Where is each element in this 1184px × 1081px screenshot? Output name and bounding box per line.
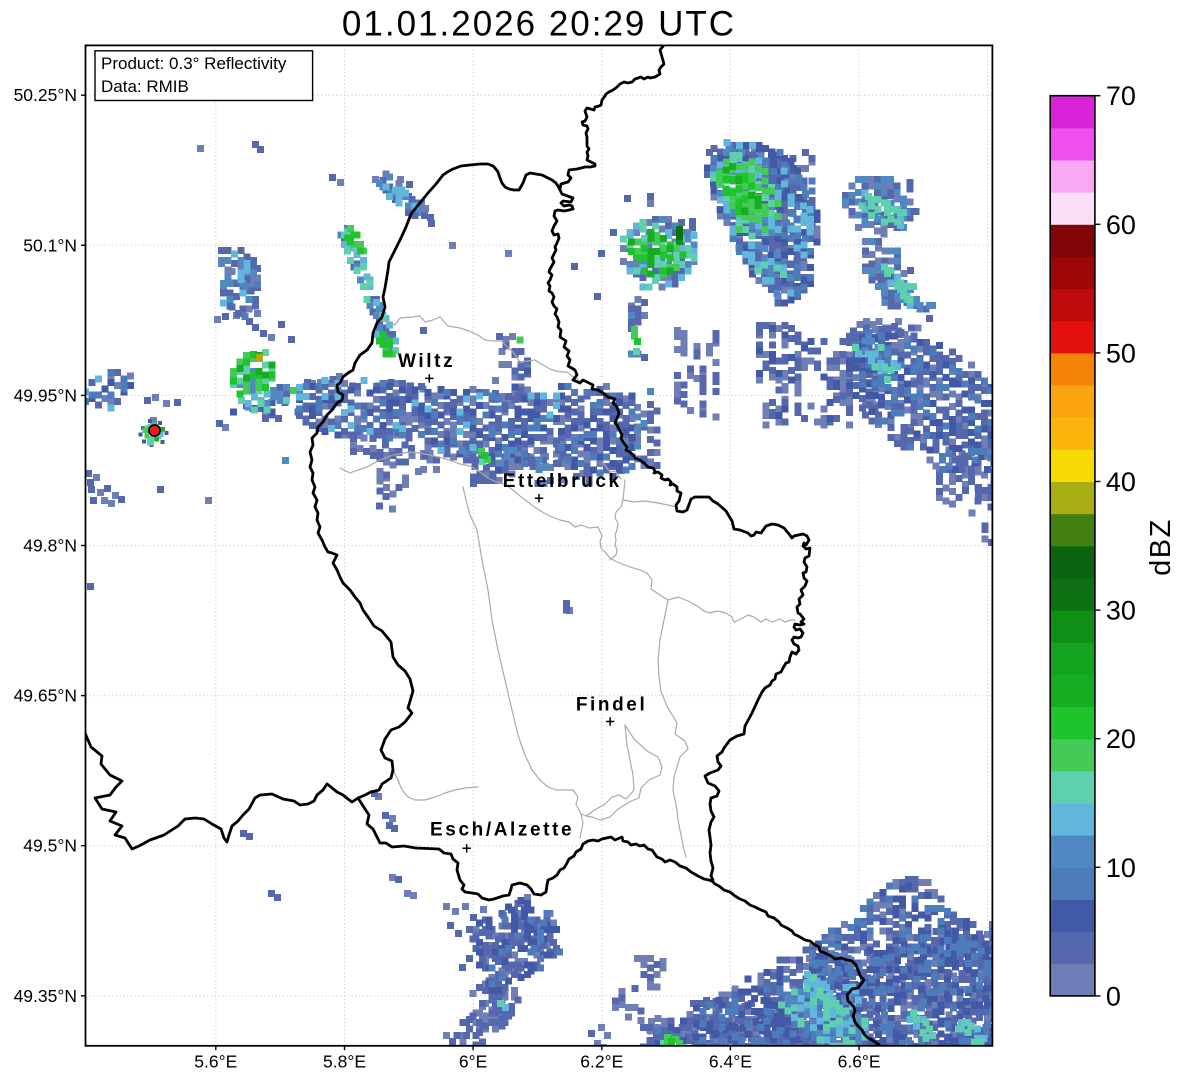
svg-text:01.01.2026 20:29 UTC: 01.01.2026 20:29 UTC	[342, 5, 736, 44]
svg-text:5.6°E: 5.6°E	[194, 1051, 237, 1071]
svg-text:6.6°E: 6.6°E	[838, 1051, 881, 1071]
svg-text:60: 60	[1106, 210, 1136, 240]
svg-text:Findel: Findel	[576, 695, 648, 716]
svg-text:dBZ: dBZ	[1145, 518, 1177, 576]
svg-text:50.25°N: 50.25°N	[14, 85, 77, 105]
svg-text:49.5°N: 49.5°N	[23, 836, 77, 856]
svg-text:0: 0	[1106, 981, 1121, 1011]
svg-text:10: 10	[1106, 853, 1136, 883]
svg-text:50: 50	[1106, 338, 1136, 368]
svg-text:50.1°N: 50.1°N	[23, 235, 77, 255]
svg-text:49.65°N: 49.65°N	[14, 686, 77, 706]
svg-text:6.4°E: 6.4°E	[709, 1051, 752, 1071]
svg-text:49.35°N: 49.35°N	[14, 986, 77, 1006]
svg-text:Esch/Alzette: Esch/Alzette	[430, 820, 574, 841]
svg-text:6.2°E: 6.2°E	[580, 1051, 623, 1071]
svg-text:20: 20	[1106, 724, 1136, 754]
svg-text:49.95°N: 49.95°N	[14, 385, 77, 405]
svg-text:6°E: 6°E	[459, 1051, 487, 1071]
svg-text:Ettelbruck: Ettelbruck	[503, 471, 622, 492]
svg-text:40: 40	[1106, 467, 1136, 497]
svg-text:Product: 0.3° Reflectivity: Product: 0.3° Reflectivity	[101, 54, 287, 73]
svg-text:49.8°N: 49.8°N	[23, 536, 77, 556]
svg-text:5.8°E: 5.8°E	[323, 1051, 366, 1071]
svg-text:Wiltz: Wiltz	[398, 351, 455, 372]
svg-text:Data: RMIB: Data: RMIB	[101, 77, 189, 96]
svg-text:30: 30	[1106, 596, 1136, 626]
svg-text:70: 70	[1106, 81, 1136, 111]
